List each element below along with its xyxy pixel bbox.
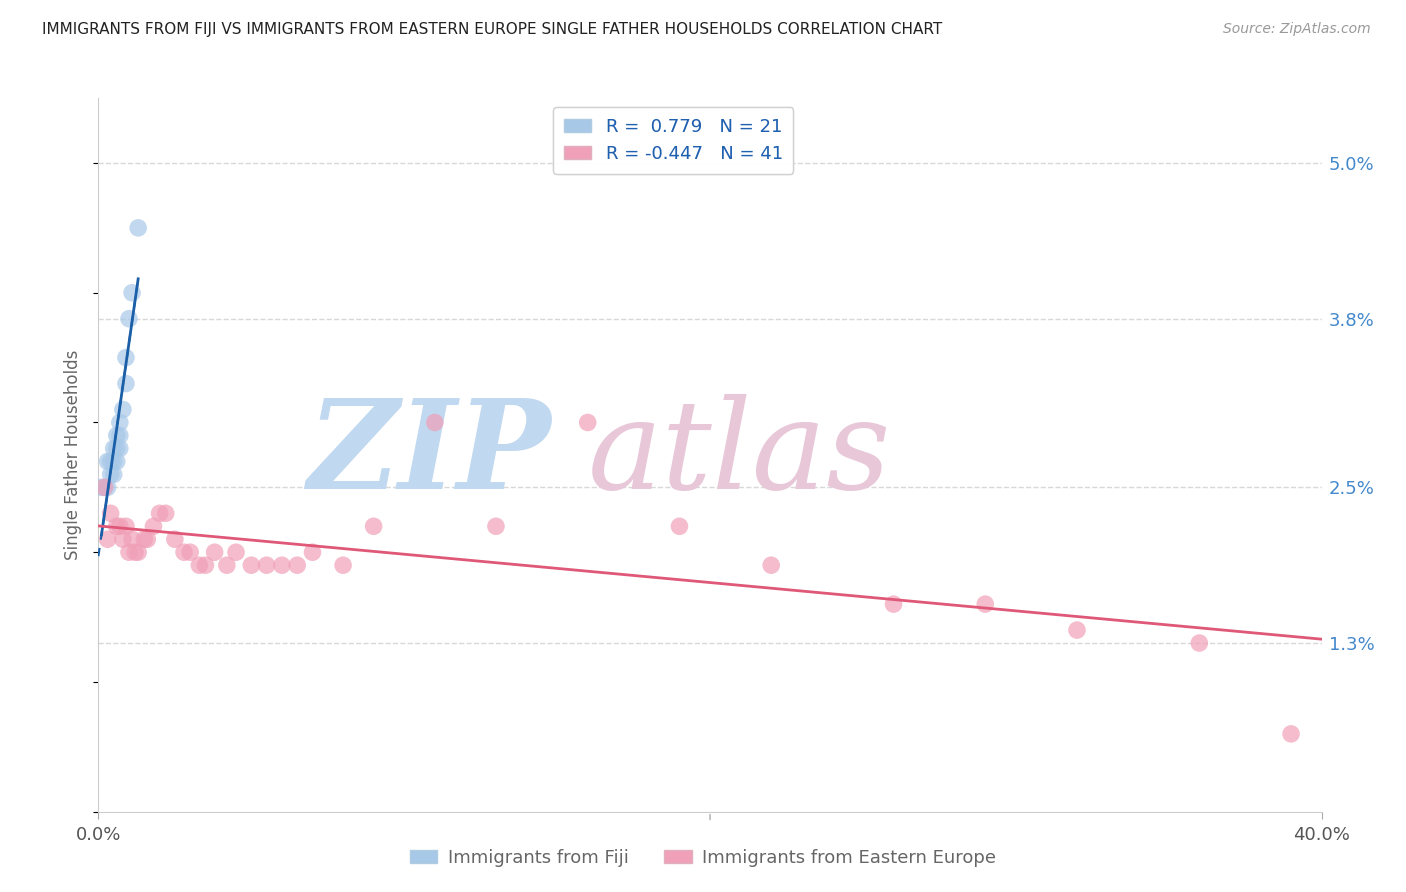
Legend: R =  0.779   N = 21, R = -0.447   N = 41: R = 0.779 N = 21, R = -0.447 N = 41 [553,107,793,174]
Point [883,597,905,611]
Point [103,442,125,456]
Point [90,480,112,494]
Point [173,545,195,559]
Point [194,558,217,573]
Point [105,442,128,456]
Y-axis label: Single Father Households: Single Father Households [65,350,83,560]
Point [121,285,143,300]
Point [136,533,159,547]
Point [118,311,141,326]
Point [127,220,149,235]
Point [240,558,263,573]
Text: Source: ZipAtlas.com: Source: ZipAtlas.com [1223,22,1371,37]
Point [108,442,131,456]
Point [118,545,141,559]
Point [149,506,172,520]
Point [759,558,782,573]
Text: ZIP: ZIP [308,394,551,516]
Point [134,533,156,547]
Point [225,545,247,559]
Point [100,506,122,520]
Point [105,454,128,468]
Text: atlas: atlas [588,394,891,516]
Point [100,467,122,482]
Point [423,416,446,430]
Point [270,558,292,573]
Point [111,533,134,547]
Point [301,545,323,559]
Point [105,519,128,533]
Point [179,545,201,559]
Point [100,454,122,468]
Point [115,376,138,391]
Point [108,519,131,533]
Point [142,519,165,533]
Point [93,480,115,494]
Point [285,558,308,573]
Text: IMMIGRANTS FROM FIJI VS IMMIGRANTS FROM EASTERN EUROPE SINGLE FATHER HOUSEHOLDS : IMMIGRANTS FROM FIJI VS IMMIGRANTS FROM … [42,22,942,37]
Point [485,519,508,533]
Point [103,467,125,482]
Point [115,519,138,533]
Point [1066,623,1088,637]
Point [188,558,211,573]
Point [974,597,997,611]
Point [108,416,131,430]
Point [111,402,134,417]
Point [256,558,278,573]
Point [127,545,149,559]
Point [668,519,690,533]
Point [108,428,131,442]
Point [363,519,385,533]
Point [155,506,177,520]
Point [97,480,120,494]
Point [576,416,599,430]
Point [163,533,186,547]
Point [121,533,143,547]
Point [124,545,146,559]
Legend: Immigrants from Fiji, Immigrants from Eastern Europe: Immigrants from Fiji, Immigrants from Ea… [402,842,1004,874]
Point [93,480,115,494]
Point [215,558,238,573]
Point [1188,636,1211,650]
Point [1279,727,1302,741]
Point [103,454,125,468]
Point [97,454,120,468]
Point [115,351,138,365]
Point [105,428,128,442]
Point [332,558,354,573]
Point [97,533,120,547]
Point [204,545,226,559]
